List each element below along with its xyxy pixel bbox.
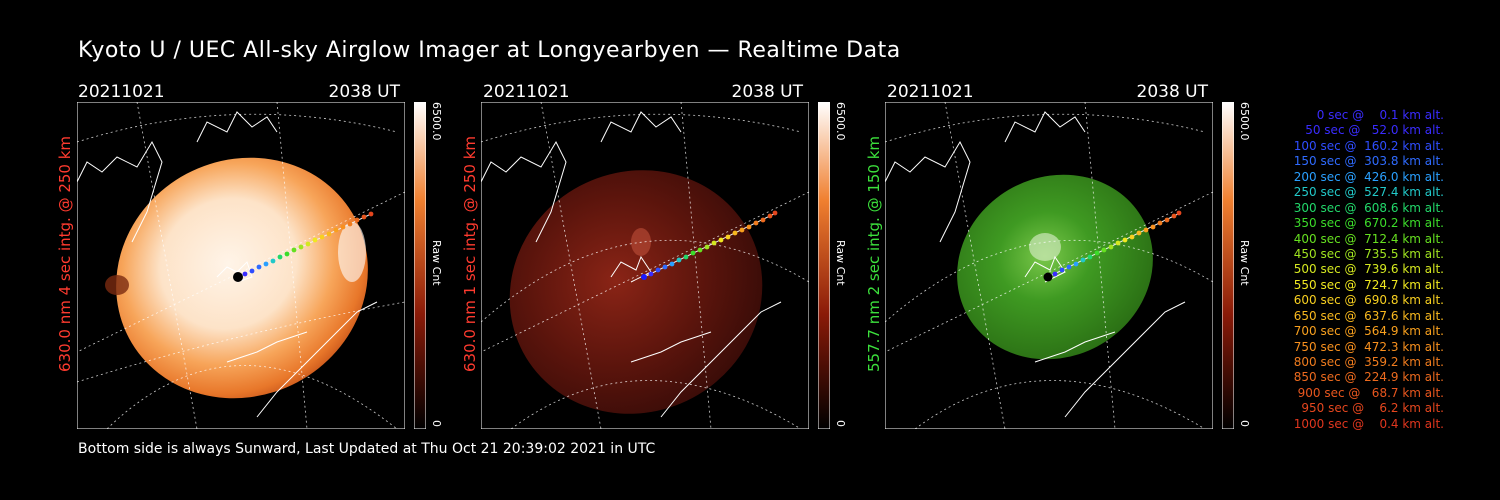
panel-2-date: 20211021 bbox=[483, 82, 570, 102]
legend-row: 850 sec @ 224.9 km alt. bbox=[1293, 370, 1444, 385]
panel-1-time: 2038 UT bbox=[328, 82, 401, 102]
panel-2-cbar-min: 0 bbox=[834, 420, 847, 427]
legend-row: 250 sec @ 527.4 km alt. bbox=[1293, 185, 1444, 200]
page-title: Kyoto U / UEC All-sky Airglow Imager at … bbox=[78, 38, 901, 63]
panel-3-cbar-unit: Raw Cnt bbox=[1238, 240, 1251, 286]
panel-2-sky-disk bbox=[509, 170, 763, 414]
panel-1-cbar-max: 6500.0 bbox=[430, 102, 443, 141]
footer-note: Bottom side is always Sunward, Last Upda… bbox=[78, 441, 656, 457]
panel-1-cbar-min: 0 bbox=[430, 420, 443, 427]
time-altitude-legend: 0 sec @ 0.1 km alt. 50 sec @ 52.0 km alt.… bbox=[1294, 108, 1444, 432]
panel-2-colorbar bbox=[818, 102, 830, 429]
panel-3-side-label: 557.7 nm 2 sec intg. @ 150 km bbox=[865, 135, 883, 372]
panel-1-side-label: 630.0 nm 4 sec intg. @ 250 km bbox=[56, 135, 74, 372]
legend-row: 100 sec @ 160.2 km alt. bbox=[1293, 138, 1444, 153]
panel-2-cbar-unit: Raw Cnt bbox=[834, 240, 847, 286]
legend-row: 950 sec @ 6.2 km alt. bbox=[1301, 401, 1444, 416]
panel-3-cbar-min: 0 bbox=[1238, 420, 1251, 427]
legend-row: 600 sec @ 690.8 km alt. bbox=[1293, 293, 1444, 308]
panel-1-cbar-unit: Raw Cnt bbox=[430, 240, 443, 286]
panel-1-colorbar bbox=[414, 102, 426, 429]
legend-row: 50 sec @ 52.0 km alt. bbox=[1305, 123, 1444, 138]
panel-3-cbar-max: 6500.0 bbox=[1238, 102, 1251, 141]
panel-3-image bbox=[885, 102, 1213, 429]
panel-1-track bbox=[233, 211, 374, 282]
legend-row: 200 sec @ 426.0 km alt. bbox=[1293, 169, 1444, 184]
panel-2-image bbox=[481, 102, 809, 429]
legend-row: 400 sec @ 712.4 km alt. bbox=[1293, 231, 1444, 246]
legend-row: 0 sec @ 0.1 km alt. bbox=[1316, 108, 1444, 122]
legend-row: 1000 sec @ 0.4 km alt. bbox=[1293, 416, 1444, 431]
legend-row: 800 sec @ 359.2 km alt. bbox=[1293, 355, 1444, 369]
panel-1-date: 20211021 bbox=[78, 82, 165, 102]
panel-3-time: 2038 UT bbox=[1136, 82, 1209, 102]
legend-row: 500 sec @ 739.6 km alt. bbox=[1293, 262, 1444, 277]
panel-1-image bbox=[77, 102, 405, 429]
panel-2-side-label: 630.0 nm 1 sec intg. @ 250 km bbox=[461, 135, 479, 372]
panel-3-date: 20211021 bbox=[887, 82, 974, 102]
legend-row: 900 sec @ 68.7 km alt. bbox=[1297, 385, 1444, 400]
legend-row: 550 sec @ 724.7 km alt. bbox=[1293, 277, 1444, 292]
legend-row: 450 sec @ 735.5 km alt. bbox=[1293, 246, 1444, 261]
legend-row: 700 sec @ 564.9 km alt. bbox=[1293, 324, 1444, 339]
legend-row: 650 sec @ 637.6 km alt. bbox=[1293, 308, 1444, 323]
panel-2-track bbox=[641, 210, 778, 280]
panel-3-colorbar bbox=[1222, 102, 1234, 429]
panel-3-sky-disk bbox=[957, 174, 1153, 360]
legend-row: 750 sec @ 472.3 km alt. bbox=[1293, 339, 1444, 354]
panel-3-track bbox=[1043, 210, 1182, 282]
panel-2-cbar-max: 6500.0 bbox=[834, 102, 847, 141]
legend-row: 150 sec @ 303.8 km alt. bbox=[1293, 154, 1444, 169]
legend-row: 350 sec @ 670.2 km alt. bbox=[1293, 216, 1444, 231]
panel-2-time: 2038 UT bbox=[731, 82, 804, 102]
legend-row: 300 sec @ 608.6 km alt. bbox=[1293, 200, 1444, 215]
